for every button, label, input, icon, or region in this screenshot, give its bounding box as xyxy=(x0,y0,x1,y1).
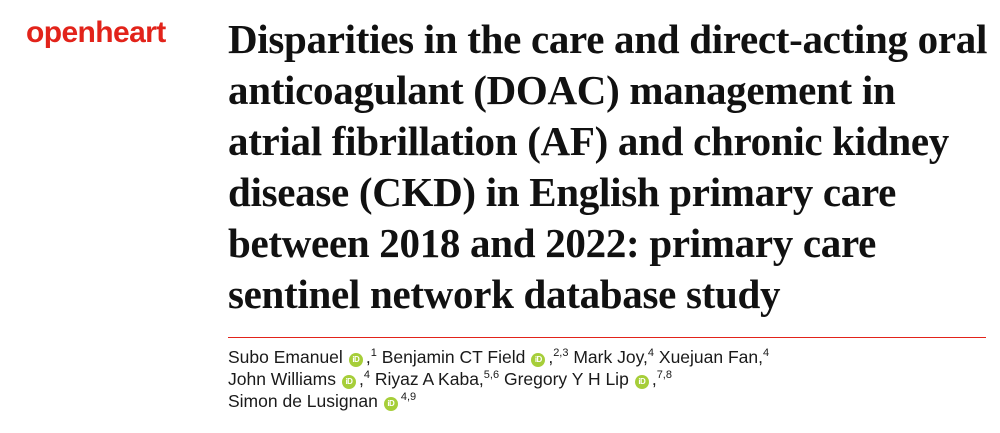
affiliation-marker: 7,8 xyxy=(656,369,672,381)
author-separator: , xyxy=(651,369,657,389)
author-name: Xuejuan Fan, xyxy=(658,347,764,367)
author: Xuejuan Fan,4 xyxy=(659,347,769,367)
orcid-glyph: iD xyxy=(638,377,646,386)
author: John Williams iD ,4 xyxy=(228,369,370,389)
author-line: Simon de Lusignan iD 4,9 xyxy=(228,390,988,412)
orcid-glyph: iD xyxy=(352,355,360,364)
author-name: Subo Emanuel xyxy=(228,347,343,367)
orcid-icon[interactable]: iD xyxy=(634,375,649,389)
author-name: Gregory Y H Lip xyxy=(503,369,629,389)
orcid-icon[interactable]: iD xyxy=(341,375,356,389)
orcid-glyph: iD xyxy=(534,355,543,364)
author-separator: , xyxy=(548,347,554,367)
author-separator: , xyxy=(358,369,364,389)
author: Subo Emanuel iD ,1 xyxy=(228,347,377,367)
author: Benjamin CT Field iD ,2,3 xyxy=(381,347,569,367)
orcid-glyph: iD xyxy=(345,377,353,386)
author: Simon de Lusignan iD 4,9 xyxy=(228,391,416,411)
orcid-icon[interactable]: iD xyxy=(531,353,546,367)
orcid-glyph: iD xyxy=(387,399,395,408)
author: Gregory Y H Lip iD ,7,8 xyxy=(504,369,672,389)
author-name: John Williams xyxy=(228,369,336,389)
orcid-icon[interactable]: iD xyxy=(383,397,398,411)
author-separator: , xyxy=(365,347,371,367)
author: Riyaz A Kaba,5,6 xyxy=(375,369,499,389)
article-title: Disparities in the care and direct-actin… xyxy=(228,16,988,317)
author-name: Mark Joy, xyxy=(573,347,648,367)
affiliation-marker: 4 xyxy=(763,347,770,359)
affiliation-marker: 5,6 xyxy=(483,369,500,381)
affiliation-marker: 4,9 xyxy=(400,391,417,403)
title-divider xyxy=(228,337,986,338)
author-name: Simon de Lusignan xyxy=(228,391,378,411)
author-line: John Williams iD ,4 Riyaz A Kaba,5,6 Grego… xyxy=(228,368,988,390)
affiliation-marker: 2,3 xyxy=(553,347,569,359)
author-line: Subo Emanuel iD ,1 Benjamin CT Field iD ,2,3… xyxy=(228,346,988,368)
affiliation-marker: 4 xyxy=(363,369,370,381)
author-name: Riyaz A Kaba, xyxy=(374,369,484,389)
author: Mark Joy,4 xyxy=(573,347,654,367)
orcid-icon[interactable]: iD xyxy=(348,353,363,367)
author-name: Benjamin CT Field xyxy=(381,347,526,367)
affiliation-marker: 1 xyxy=(370,347,377,359)
author-list: Subo Emanuel iD ,1 Benjamin CT Field iD ,2,3… xyxy=(228,346,988,412)
affiliation-marker: 4 xyxy=(647,347,655,359)
journal-logo: openheart xyxy=(26,16,166,49)
